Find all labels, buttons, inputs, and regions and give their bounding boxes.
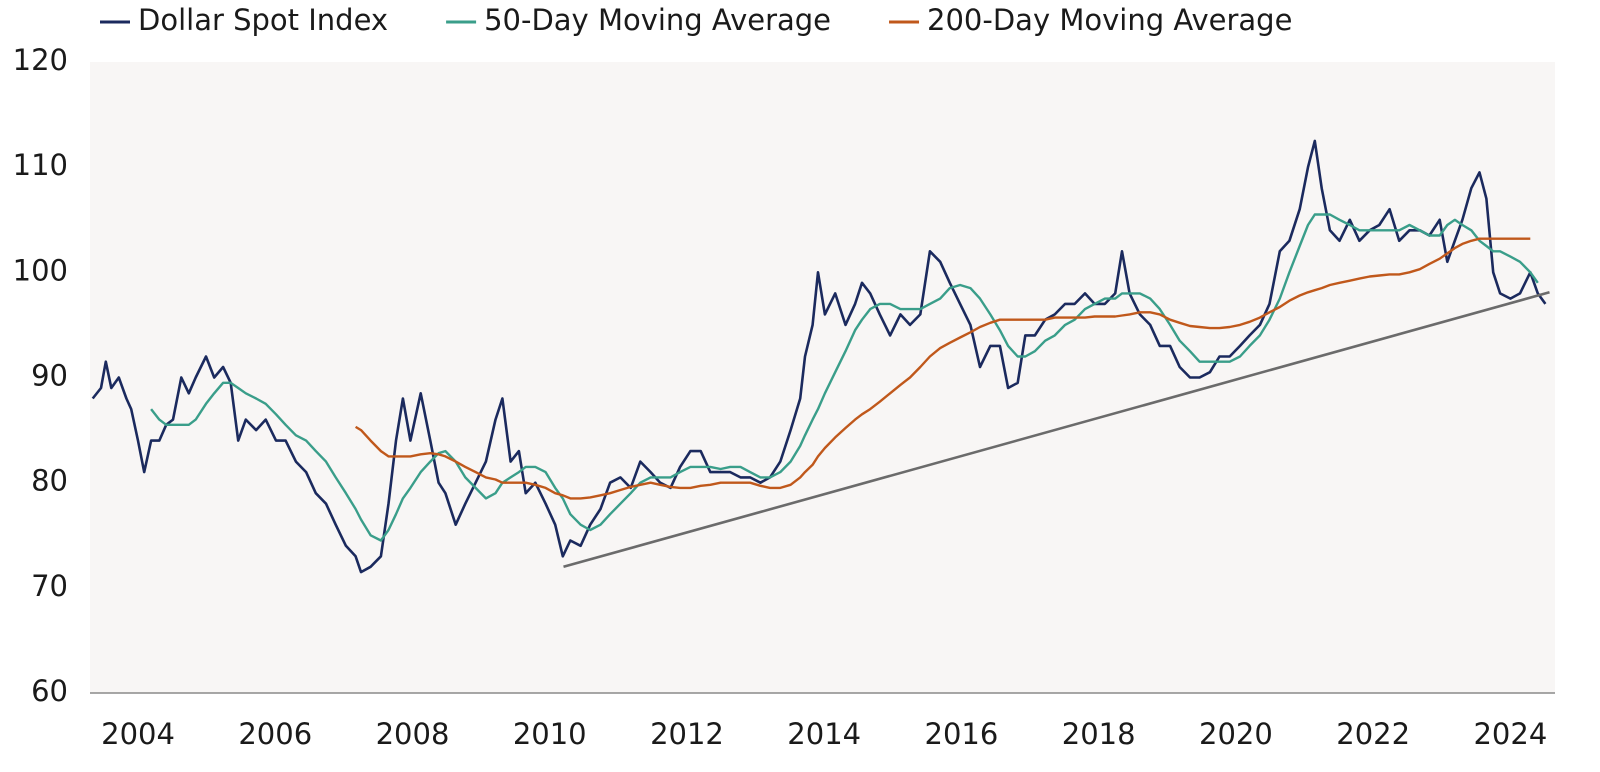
y-tick-label: 120 [13, 43, 68, 77]
x-tick-label: 2020 [1199, 717, 1273, 751]
legend-label: 200-Day Moving Average [927, 3, 1292, 37]
x-tick-label: 2008 [376, 717, 450, 751]
series-line [354, 237, 1531, 500]
plot-area [90, 62, 1555, 693]
x-tick-label: 2024 [1473, 717, 1547, 751]
y-tick-label: 60 [31, 674, 68, 708]
series-line [91, 139, 1547, 574]
trend-line [563, 291, 1550, 569]
legend-label: Dollar Spot Index [138, 3, 388, 37]
x-tick-label: 2012 [650, 717, 724, 751]
y-tick-label: 80 [31, 464, 68, 498]
x-tick-label: 2022 [1336, 717, 1410, 751]
x-tick-label: 2018 [1062, 717, 1136, 751]
x-tick-label: 2016 [925, 717, 999, 751]
x-tick-label: 2010 [513, 717, 587, 751]
x-tick-label: 2006 [238, 717, 312, 751]
y-tick-label: 100 [13, 253, 68, 287]
series-line [150, 213, 1539, 542]
x-tick-label: 2004 [101, 717, 175, 751]
x-tick-label: 2014 [787, 717, 861, 751]
y-tick-label: 70 [31, 569, 68, 603]
y-tick-label: 110 [13, 148, 68, 182]
legend-label: 50-Day Moving Average [484, 3, 831, 37]
y-tick-label: 90 [31, 359, 68, 393]
